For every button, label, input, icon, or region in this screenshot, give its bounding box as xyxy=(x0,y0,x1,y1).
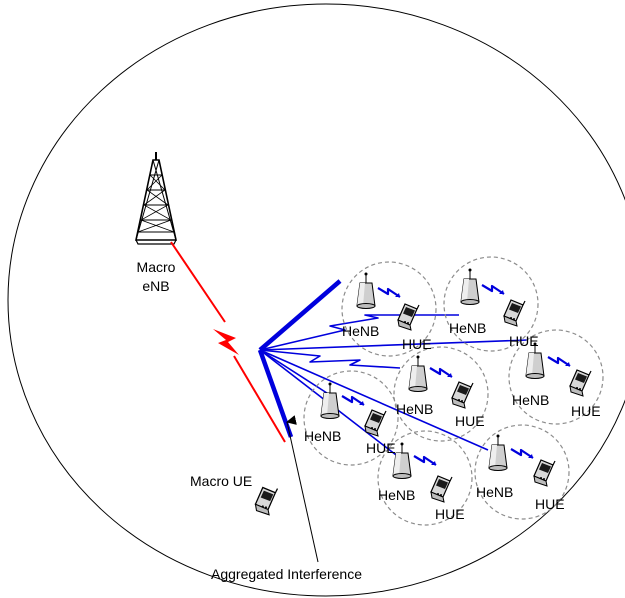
femto-cell xyxy=(474,424,570,520)
henb-label: HeNB xyxy=(449,320,486,336)
macro-ue-phone-icon xyxy=(254,486,279,516)
wireless-link-icon xyxy=(412,454,438,467)
macro-ue-label: Macro UE xyxy=(190,473,252,489)
femto-cell xyxy=(377,430,473,526)
hue-label: HUE xyxy=(535,496,565,512)
henb-icon xyxy=(488,434,508,471)
henb-icon xyxy=(320,382,340,419)
femto-cell xyxy=(341,261,437,357)
macro-enb-tower-icon xyxy=(135,152,177,245)
wireless-link-icon xyxy=(376,286,402,299)
macro-cell-boundary xyxy=(7,3,625,597)
aggregated-arrow xyxy=(286,415,319,563)
femto-cell xyxy=(443,256,539,352)
macro-link xyxy=(170,241,286,443)
phone-icon xyxy=(397,303,420,331)
henb-label: HeNB xyxy=(342,323,379,339)
henb-label: HeNB xyxy=(378,487,415,503)
macro-enb-label-line2: eNB xyxy=(142,278,169,294)
hue-label: HUE xyxy=(366,440,396,456)
henb-icon xyxy=(392,442,412,479)
wireless-link-icon xyxy=(509,447,535,460)
phone-icon xyxy=(533,459,556,487)
phone-icon xyxy=(430,475,453,503)
wireless-link-icon xyxy=(480,283,506,296)
hue-label: HUE xyxy=(435,506,465,522)
aggregated-interference-label: Aggregated Interference xyxy=(211,566,362,582)
phone-icon xyxy=(451,381,474,409)
hue-label: HUE xyxy=(455,413,485,429)
wireless-link-icon xyxy=(546,355,572,368)
henb-icon xyxy=(356,272,376,309)
phone-icon xyxy=(364,409,387,437)
femto-cell xyxy=(508,329,604,425)
henb-label: HeNB xyxy=(512,392,549,408)
macro-enb-label-line1: Macro xyxy=(137,259,176,275)
interference-fan xyxy=(257,279,529,459)
henb-label: HeNB xyxy=(304,428,341,444)
henb-icon xyxy=(408,355,428,392)
phone-icon xyxy=(569,369,592,397)
henb-icon xyxy=(460,268,480,305)
wireless-link-icon xyxy=(340,394,366,407)
hue-label: HUE xyxy=(571,403,601,419)
hue-label: HUE xyxy=(402,336,432,352)
hue-label: HUE xyxy=(509,333,539,349)
henb-label: HeNB xyxy=(396,401,433,417)
henb-label: HeNB xyxy=(476,484,513,500)
wireless-link-icon xyxy=(428,366,454,379)
femto-cell xyxy=(393,346,489,442)
femto-cell xyxy=(303,370,399,466)
phone-icon xyxy=(503,299,526,327)
